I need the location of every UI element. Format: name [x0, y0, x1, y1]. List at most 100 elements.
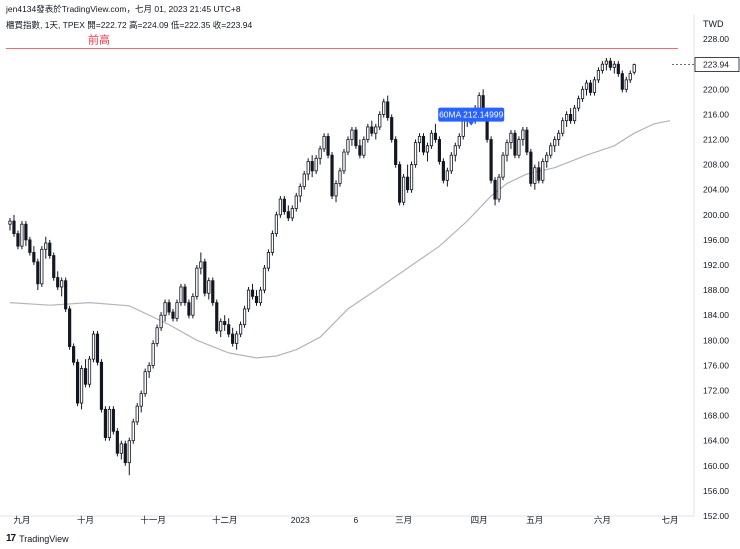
- candle: [346, 136, 350, 156]
- symbol-ohlc-line: 櫃買指數, 1天, TPEX 開=222.72 高=224.09 低=222.3…: [6, 20, 253, 30]
- candle-body: [119, 443, 123, 454]
- candles-layer: [8, 57, 636, 476]
- candle-body: [429, 132, 434, 147]
- candle: [131, 418, 135, 444]
- candle-body: [549, 145, 553, 156]
- candle: [239, 321, 243, 338]
- candle-body: [505, 142, 509, 156]
- time-tick-label: 六月: [594, 515, 611, 525]
- candle: [286, 205, 290, 222]
- time-axis: 九月 十月 十一月 十二月 2023 6 三月 四月 五月 六月 七月: [0, 515, 694, 525]
- candle-body: [103, 408, 108, 438]
- candle: [64, 277, 68, 313]
- candle: [445, 167, 449, 187]
- candle-body: [588, 82, 593, 93]
- candle: [227, 318, 231, 338]
- candle: [441, 158, 445, 184]
- candle: [151, 340, 155, 369]
- candle-body: [517, 139, 521, 156]
- candle-body: [56, 277, 60, 288]
- candle: [409, 161, 414, 193]
- candle-body: [342, 151, 346, 172]
- candle: [56, 271, 60, 291]
- candle-body: [541, 161, 545, 181]
- candle-body: [362, 139, 366, 156]
- candle: [235, 330, 239, 350]
- price-tick-label: 152.00: [703, 511, 729, 521]
- candle: [433, 123, 438, 143]
- candle-body: [187, 302, 191, 316]
- ma60-layer: [9, 120, 671, 359]
- price-tick-label: 196.00: [703, 235, 729, 245]
- candle: [580, 86, 585, 102]
- candle: [366, 123, 370, 143]
- candle: [223, 315, 227, 331]
- candle: [620, 70, 624, 93]
- ma60-tag-pointer: [468, 121, 475, 126]
- last-price-box: [694, 57, 740, 72]
- candle: [231, 327, 235, 347]
- candle-body: [513, 132, 517, 156]
- candle: [489, 136, 493, 184]
- price-tick-label: 164.00: [703, 436, 729, 446]
- candle: [195, 265, 199, 300]
- price-tick-label: 176.00: [703, 360, 729, 370]
- candle: [91, 330, 96, 363]
- candle: [358, 139, 362, 159]
- candle: [413, 139, 418, 168]
- candle-body: [246, 289, 251, 310]
- candle-body: [557, 132, 561, 140]
- candle-body: [8, 220, 12, 225]
- candle: [219, 318, 223, 338]
- candle: [32, 246, 36, 265]
- candle-body: [402, 176, 406, 203]
- candle: [398, 161, 402, 206]
- candle: [624, 76, 628, 93]
- candle-body: [398, 164, 402, 203]
- candle-body: [191, 295, 195, 316]
- candle-body: [107, 408, 111, 438]
- candle: [187, 299, 191, 319]
- candle: [509, 130, 513, 149]
- candle: [8, 217, 12, 231]
- time-tick-label: 九月: [13, 515, 30, 525]
- candle: [163, 299, 167, 322]
- candle-body: [437, 139, 441, 162]
- candle: [139, 390, 143, 413]
- candle-body: [147, 364, 151, 373]
- candle: [425, 142, 430, 162]
- candle: [302, 170, 306, 190]
- candle-body: [52, 255, 56, 278]
- candle-body: [40, 248, 44, 285]
- candle: [183, 283, 187, 306]
- candle: [501, 152, 505, 181]
- candle: [318, 145, 322, 165]
- candle: [390, 114, 394, 143]
- candle: [119, 440, 123, 460]
- candle-body: [421, 135, 426, 153]
- price-tick-label: 228.00: [703, 34, 729, 44]
- candle-body: [354, 129, 358, 147]
- candle: [250, 283, 255, 300]
- candle-body: [266, 252, 271, 269]
- candle: [584, 79, 589, 96]
- candle: [254, 290, 259, 306]
- candle-body: [565, 114, 569, 122]
- price-tick-label: 212.00: [703, 135, 729, 145]
- candle-body: [441, 161, 445, 181]
- candle-body: [91, 333, 96, 360]
- candle: [576, 95, 581, 112]
- price-tick-label: 208.00: [703, 160, 729, 170]
- candle: [258, 286, 263, 306]
- candle: [557, 130, 561, 146]
- candle-body: [223, 321, 227, 326]
- candle-body: [155, 327, 159, 344]
- candle: [338, 167, 342, 187]
- candle: [588, 79, 593, 96]
- candle-body: [326, 135, 330, 156]
- candle: [521, 126, 525, 146]
- candle: [87, 355, 92, 388]
- candle: [374, 123, 378, 140]
- candle-body: [151, 343, 155, 366]
